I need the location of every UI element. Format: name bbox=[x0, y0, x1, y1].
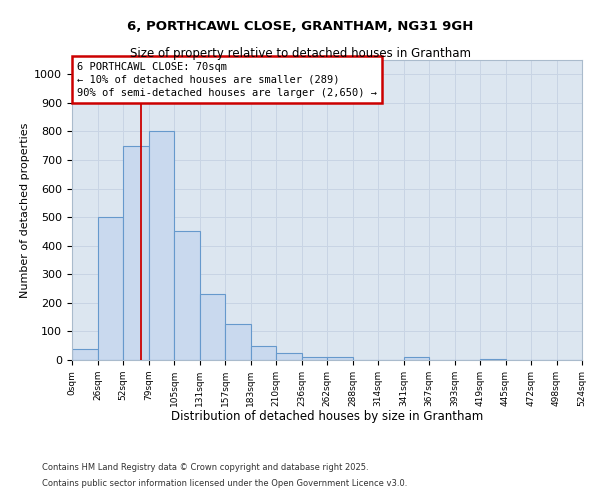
Bar bbox=[199, 294, 225, 360]
Bar bbox=[480, 358, 505, 360]
Bar bbox=[327, 357, 353, 360]
Bar bbox=[97, 217, 123, 360]
Bar bbox=[404, 357, 429, 360]
Bar bbox=[123, 146, 149, 360]
Text: Contains HM Land Registry data © Crown copyright and database right 2025.: Contains HM Land Registry data © Crown c… bbox=[42, 464, 368, 472]
Text: 6 PORTHCAWL CLOSE: 70sqm
← 10% of detached houses are smaller (289)
90% of semi-: 6 PORTHCAWL CLOSE: 70sqm ← 10% of detach… bbox=[77, 62, 377, 98]
Text: 6, PORTHCAWL CLOSE, GRANTHAM, NG31 9GH: 6, PORTHCAWL CLOSE, GRANTHAM, NG31 9GH bbox=[127, 20, 473, 33]
Bar bbox=[225, 324, 251, 360]
Bar bbox=[302, 357, 327, 360]
X-axis label: Distribution of detached houses by size in Grantham: Distribution of detached houses by size … bbox=[171, 410, 483, 424]
Bar bbox=[72, 348, 97, 360]
Y-axis label: Number of detached properties: Number of detached properties bbox=[20, 122, 30, 298]
Bar bbox=[251, 346, 276, 360]
Bar bbox=[276, 353, 302, 360]
Text: Contains public sector information licensed under the Open Government Licence v3: Contains public sector information licen… bbox=[42, 478, 407, 488]
Bar bbox=[149, 132, 174, 360]
Bar bbox=[174, 232, 199, 360]
Text: Size of property relative to detached houses in Grantham: Size of property relative to detached ho… bbox=[130, 48, 470, 60]
